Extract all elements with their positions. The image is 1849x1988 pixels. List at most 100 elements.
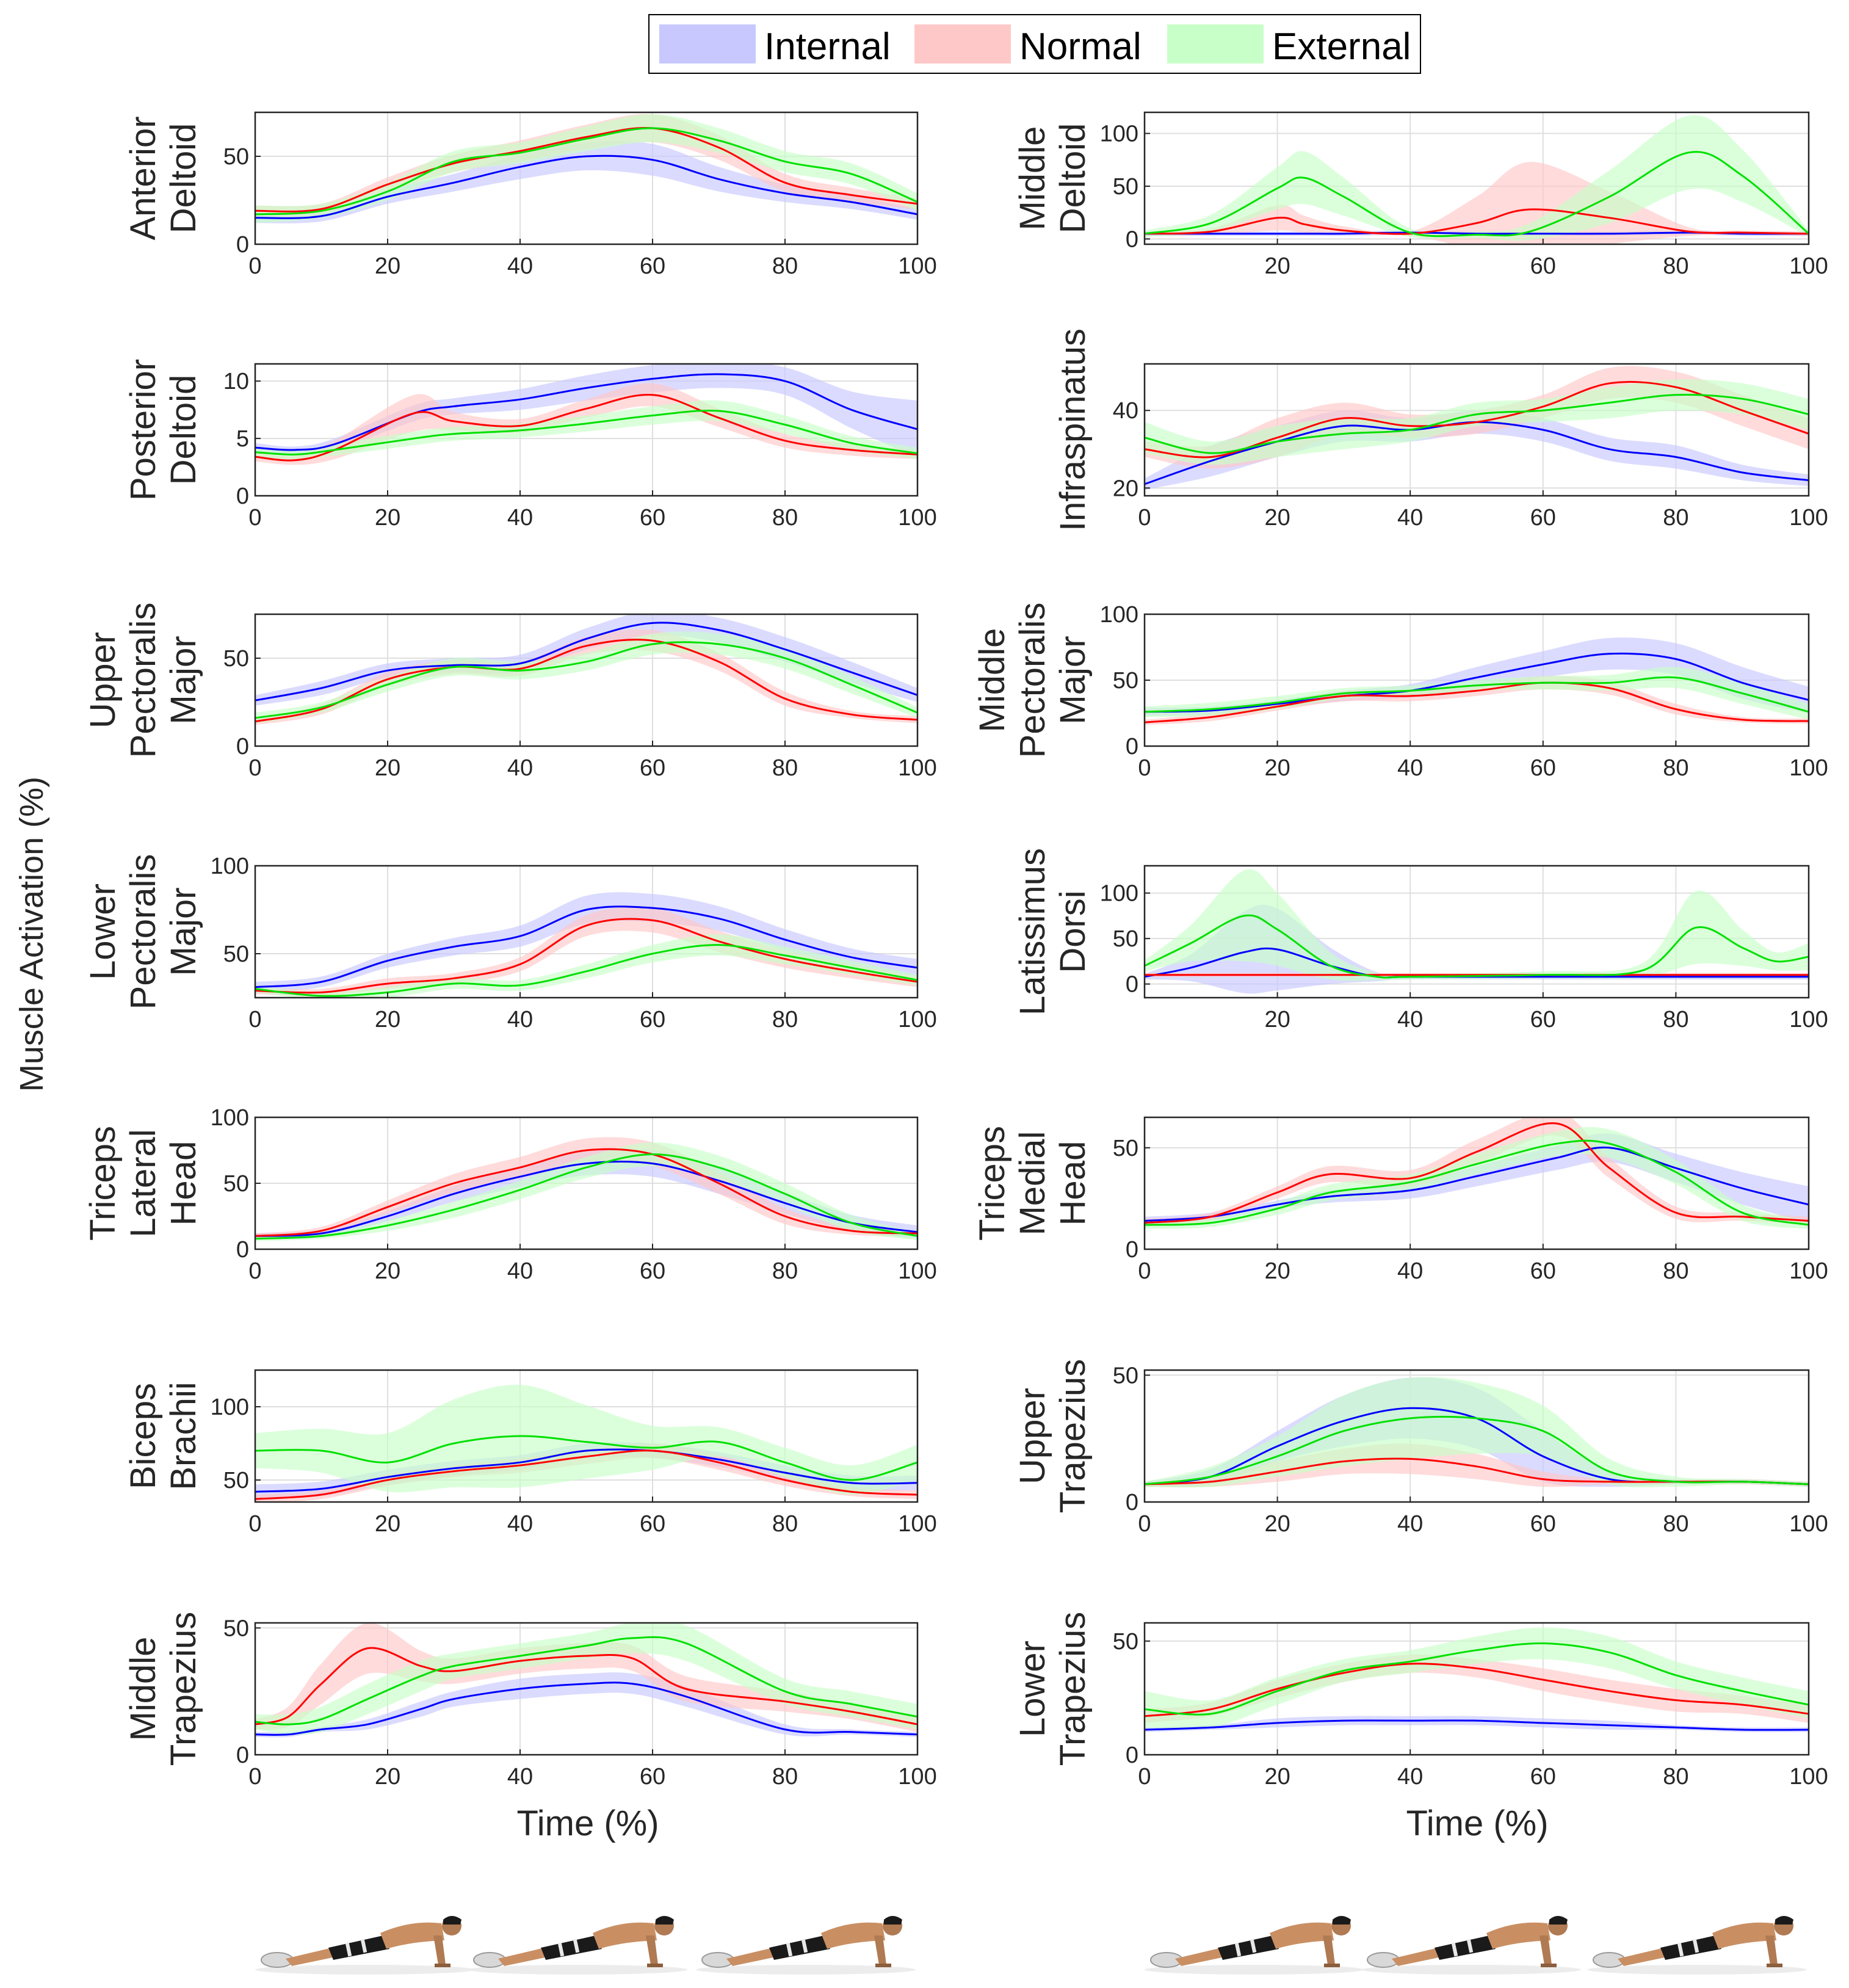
panel-title-line: Infraspinatus bbox=[1053, 328, 1093, 531]
panel-lower-trapezius: 0 20 40 60 80 100 0 50 Lower Trapezius bbox=[1013, 1612, 1828, 1790]
line-external bbox=[255, 1636, 917, 1725]
line-internal bbox=[255, 373, 917, 451]
panel-triceps-medial-head: 0 20 40 60 80 100 0 50 Triceps Medial Head bbox=[972, 1116, 1828, 1284]
figure-ylabel: Muscle Activation (%) bbox=[13, 777, 50, 1092]
legend: Internal Normal External bbox=[648, 14, 1421, 74]
y-tick-label: 100 bbox=[211, 1395, 249, 1420]
x-tick-label: 80 bbox=[1663, 1511, 1688, 1537]
panel-title-line: Major bbox=[164, 636, 203, 724]
x-tick-label: 0 bbox=[1138, 1258, 1151, 1284]
pushup-normal-icon bbox=[468, 1916, 687, 1975]
x-tick-label: 100 bbox=[1789, 1007, 1828, 1032]
panel-title-line: Anterior bbox=[123, 116, 163, 240]
band-internal bbox=[255, 1672, 917, 1738]
x-tick-label: 40 bbox=[1397, 505, 1423, 531]
y-tick-label: 0 bbox=[1126, 1743, 1138, 1768]
plot-series bbox=[255, 1623, 917, 1738]
x-tick-label: 100 bbox=[898, 1764, 936, 1790]
x-tick-label: 60 bbox=[640, 1007, 665, 1032]
x-tick-label: 60 bbox=[1530, 755, 1556, 781]
panel-title-line: Trapezius bbox=[1053, 1612, 1093, 1766]
x-tick-label: 60 bbox=[1530, 1764, 1556, 1790]
pushup-internal-icon bbox=[255, 1916, 475, 1975]
plot-series bbox=[1145, 869, 1809, 994]
x-tick-label: 0 bbox=[248, 755, 261, 781]
x-tick-label: 60 bbox=[640, 253, 665, 279]
x-tick-label: 0 bbox=[248, 505, 261, 531]
plot-series bbox=[1145, 115, 1809, 244]
x-tick-label: 100 bbox=[898, 253, 936, 279]
band-external bbox=[255, 400, 917, 459]
x-tick-label: 40 bbox=[1397, 755, 1423, 781]
x-tick-label: 40 bbox=[1397, 1258, 1423, 1284]
pushup-external-icon bbox=[1587, 1916, 1807, 1975]
x-tick-label: 80 bbox=[1663, 1007, 1688, 1032]
y-tick-label: 40 bbox=[1113, 398, 1138, 424]
x-tick-label: 40 bbox=[507, 505, 533, 531]
band-external bbox=[1145, 1627, 1809, 1730]
panel-title-line: Medial bbox=[1013, 1131, 1052, 1236]
y-tick-label: 0 bbox=[236, 1237, 249, 1263]
x-tick-label: 40 bbox=[1397, 1511, 1423, 1537]
plot-series bbox=[255, 1384, 917, 1502]
y-tick-label: 0 bbox=[1126, 1237, 1138, 1263]
pushup-icons bbox=[255, 1916, 1807, 1975]
line-external bbox=[1145, 1139, 1809, 1226]
panel-middle-pectoralis-major: 0 20 40 60 80 100 0 50 100 Middle Pectoralis Major bbox=[972, 602, 1828, 781]
x-tick-label: 0 bbox=[248, 1511, 261, 1537]
y-tick-label: 100 bbox=[211, 1105, 249, 1131]
x-tick-label: 80 bbox=[1663, 755, 1688, 781]
pushup-normal-icon bbox=[1361, 1916, 1581, 1975]
x-tick-label: 100 bbox=[1789, 505, 1828, 531]
band-external bbox=[1145, 1126, 1809, 1229]
panel-title-line: Latissimus bbox=[1013, 848, 1052, 1015]
line-normal bbox=[1145, 208, 1809, 235]
x-tick-label: 60 bbox=[640, 1511, 665, 1537]
x-tick-label: 20 bbox=[1264, 253, 1290, 279]
x-tick-label: 80 bbox=[772, 1258, 798, 1284]
x-tick-label: 80 bbox=[772, 755, 798, 781]
axes-box bbox=[1143, 865, 1810, 999]
x-tick-label: 100 bbox=[1789, 1511, 1828, 1537]
line-normal bbox=[255, 1148, 917, 1237]
x-tick-label: 20 bbox=[1264, 505, 1290, 531]
axes-box bbox=[254, 613, 919, 747]
y-tick-label: 0 bbox=[236, 232, 249, 258]
x-tick-label: 80 bbox=[1663, 1764, 1688, 1790]
band-external bbox=[255, 1384, 917, 1495]
panel-title-line: Triceps bbox=[83, 1126, 123, 1241]
plot-series bbox=[255, 892, 917, 998]
panel-title-line: Middle bbox=[123, 1637, 163, 1741]
panel-title-line: Major bbox=[1053, 636, 1093, 724]
y-tick-label: 50 bbox=[223, 1468, 249, 1493]
panel-title-line: Brachii bbox=[164, 1382, 203, 1490]
line-external bbox=[1145, 914, 1809, 979]
pushup-external-icon bbox=[696, 1916, 916, 1975]
x-tick-label: 60 bbox=[640, 755, 665, 781]
x-tick-label: 80 bbox=[772, 1007, 798, 1032]
panel-title-line: Pectoralis bbox=[123, 603, 163, 758]
legend-swatch-normal bbox=[914, 24, 1011, 63]
x-tick-label: 100 bbox=[1789, 1764, 1828, 1790]
line-normal bbox=[255, 918, 917, 994]
x-tick-label: 40 bbox=[1397, 253, 1423, 279]
y-tick-label: 50 bbox=[1113, 1136, 1138, 1161]
plot-series bbox=[1145, 1117, 1809, 1229]
line-internal bbox=[255, 1681, 917, 1736]
y-tick-label: 0 bbox=[236, 484, 249, 509]
panel-title-line: Deltoid bbox=[164, 123, 203, 234]
axes-box bbox=[254, 363, 919, 497]
x-tick-label: 20 bbox=[375, 253, 400, 279]
y-tick-label: 0 bbox=[1126, 1490, 1138, 1515]
line-normal bbox=[255, 1647, 917, 1725]
band-external bbox=[255, 114, 917, 223]
x-tick-label: 20 bbox=[1264, 1511, 1290, 1537]
panel-title-line: Lower bbox=[83, 883, 123, 980]
panel-upper-pectoralis-major: 0 20 40 60 80 100 0 50 Upper Pectoralis Major bbox=[83, 603, 937, 781]
x-tick-label: 100 bbox=[898, 755, 936, 781]
y-tick-label: 50 bbox=[1113, 174, 1138, 200]
line-normal bbox=[1145, 1122, 1809, 1224]
panel-title-line: Lower bbox=[1013, 1641, 1052, 1737]
panel-latissimus-dorsi: 20 40 60 80 100 0 50 100 Latissimus Dorsi bbox=[1013, 848, 1828, 1032]
line-external bbox=[255, 641, 917, 719]
